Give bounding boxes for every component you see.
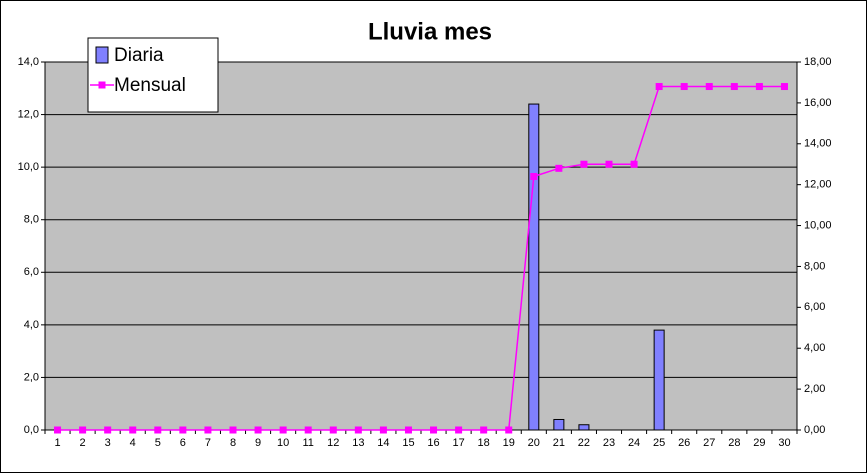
- line-marker: [254, 426, 262, 434]
- y2-tick-label: 0,00: [804, 424, 825, 436]
- y-tick-label: 6,0: [24, 266, 39, 278]
- x-tick-label: 16: [427, 437, 439, 449]
- line-marker: [780, 83, 788, 91]
- y-tick-label: 8,0: [24, 214, 39, 226]
- line-marker: [404, 426, 412, 434]
- line-marker: [129, 426, 137, 434]
- y-tick-label: 10,0: [18, 161, 39, 173]
- line-marker: [505, 426, 513, 434]
- y2-tick-label: 18,00: [804, 56, 832, 68]
- y-tick-label: 14,0: [18, 56, 39, 68]
- x-tick-label: 29: [753, 437, 765, 449]
- x-tick-label: 1: [54, 437, 60, 449]
- line-marker: [755, 83, 763, 91]
- legend-label: Mensual: [114, 75, 186, 96]
- x-tick-label: 7: [205, 437, 211, 449]
- x-tick-label: 8: [230, 437, 236, 449]
- legend-marker: [98, 81, 106, 89]
- x-tick-label: 23: [603, 437, 615, 449]
- line-marker: [179, 426, 187, 434]
- line-marker: [54, 426, 62, 434]
- x-tick-label: 5: [155, 437, 161, 449]
- x-tick-label: 11: [302, 437, 313, 449]
- line-marker: [680, 83, 688, 91]
- x-tick-label: 9: [255, 437, 261, 449]
- y-tick-label: 4,0: [24, 319, 39, 331]
- y2-tick-label: 14,00: [804, 138, 832, 150]
- x-tick-label: 18: [478, 437, 490, 449]
- y2-tick-label: 2,00: [804, 383, 825, 395]
- legend-label: Diaria: [114, 45, 164, 66]
- x-tick-label: 21: [553, 437, 565, 449]
- line-marker: [354, 426, 362, 434]
- line-marker: [480, 426, 488, 434]
- y2-tick-label: 10,00: [804, 219, 832, 231]
- bar: [653, 329, 665, 431]
- line-marker: [204, 426, 212, 434]
- x-tick-label: 3: [105, 437, 111, 449]
- x-tick-label: 24: [628, 437, 640, 449]
- line-marker: [279, 426, 287, 434]
- bar: [578, 424, 590, 431]
- bar: [553, 418, 565, 431]
- line-marker: [530, 172, 538, 180]
- plot-area: [45, 62, 797, 430]
- x-tick-label: 13: [352, 437, 364, 449]
- line-marker: [154, 426, 162, 434]
- y2-tick-label: 6,00: [804, 301, 825, 313]
- y-tick-label: 2,0: [24, 371, 39, 383]
- line-marker: [430, 426, 438, 434]
- y2-tick-label: 16,00: [804, 97, 832, 109]
- x-tick-label: 30: [778, 437, 790, 449]
- y-tick-label: 12,0: [18, 108, 39, 120]
- legend-swatch: [95, 46, 109, 64]
- y-tick-label: 0,0: [24, 424, 39, 436]
- x-tick-label: 19: [503, 437, 515, 449]
- chart-title: Lluvia mes: [368, 18, 492, 45]
- bar: [528, 103, 540, 431]
- x-tick-label: 12: [327, 437, 339, 449]
- legend-box: [87, 37, 219, 113]
- line-marker: [730, 83, 738, 91]
- line-marker: [229, 426, 237, 434]
- y2-tick-label: 12,00: [804, 179, 832, 191]
- line-marker: [379, 426, 387, 434]
- x-tick-label: 4: [130, 437, 136, 449]
- y2-tick-label: 4,00: [804, 342, 825, 354]
- x-tick-label: 2: [80, 437, 86, 449]
- x-tick-label: 14: [377, 437, 389, 449]
- line-marker: [304, 426, 312, 434]
- line-marker: [605, 160, 613, 168]
- line: [57, 85, 785, 431]
- x-tick-label: 26: [678, 437, 690, 449]
- line-marker: [79, 426, 87, 434]
- x-tick-label: 25: [653, 437, 665, 449]
- x-tick-label: 27: [703, 437, 715, 449]
- x-tick-label: 15: [402, 437, 414, 449]
- x-tick-label: 6: [180, 437, 186, 449]
- line-marker: [555, 164, 563, 172]
- line-marker: [705, 83, 713, 91]
- x-tick-label: 22: [578, 437, 590, 449]
- y2-tick-label: 8,00: [804, 260, 825, 272]
- x-tick-label: 28: [728, 437, 740, 449]
- line-marker: [655, 83, 663, 91]
- line-marker: [104, 426, 112, 434]
- x-tick-label: 10: [277, 437, 289, 449]
- x-tick-label: 17: [452, 437, 464, 449]
- x-tick-label: 20: [528, 437, 540, 449]
- line-marker: [580, 160, 588, 168]
- line-marker: [455, 426, 463, 434]
- line-marker: [329, 426, 337, 434]
- line-marker: [630, 160, 638, 168]
